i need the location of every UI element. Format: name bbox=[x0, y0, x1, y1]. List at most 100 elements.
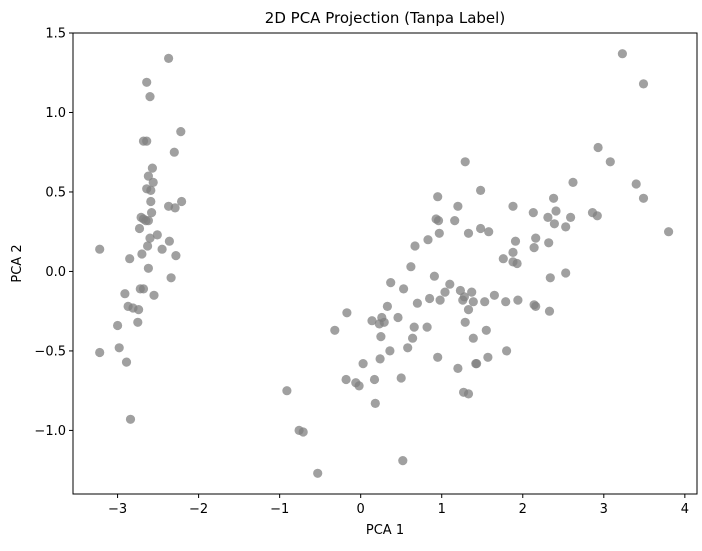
data-point bbox=[147, 208, 157, 218]
data-point bbox=[374, 319, 384, 329]
x-tick-label: −1 bbox=[270, 502, 289, 517]
data-point bbox=[422, 322, 432, 332]
data-point bbox=[529, 243, 539, 253]
data-point bbox=[176, 127, 186, 137]
data-point bbox=[510, 236, 521, 246]
data-point bbox=[399, 284, 409, 294]
data-point bbox=[531, 301, 541, 311]
data-point bbox=[145, 233, 155, 243]
data-point bbox=[463, 228, 474, 238]
y-tick-label: 0.0 bbox=[45, 265, 66, 280]
data-point bbox=[425, 293, 435, 304]
data-point bbox=[468, 333, 478, 343]
data-point bbox=[593, 142, 603, 153]
data-point bbox=[170, 203, 180, 213]
data-point bbox=[138, 284, 149, 294]
data-point bbox=[480, 297, 490, 307]
x-tick-label: −2 bbox=[189, 502, 208, 517]
data-point bbox=[409, 322, 419, 332]
data-point bbox=[498, 254, 508, 264]
data-point bbox=[408, 333, 418, 343]
data-point bbox=[386, 278, 396, 288]
data-point bbox=[472, 359, 482, 369]
data-point bbox=[412, 298, 422, 308]
data-point bbox=[631, 179, 641, 189]
data-point bbox=[114, 343, 124, 353]
data-point bbox=[382, 301, 392, 311]
data-point bbox=[433, 216, 444, 226]
data-point bbox=[341, 374, 351, 385]
data-point bbox=[385, 346, 395, 356]
data-point bbox=[330, 325, 340, 335]
data-point bbox=[592, 211, 602, 221]
x-tick-label: 4 bbox=[681, 502, 689, 517]
data-point bbox=[453, 363, 463, 373]
data-point bbox=[512, 258, 522, 269]
data-point bbox=[476, 223, 486, 234]
data-point bbox=[134, 305, 144, 315]
data-point bbox=[134, 223, 145, 234]
data-point bbox=[433, 192, 443, 202]
data-point bbox=[143, 171, 153, 181]
data-point bbox=[544, 238, 554, 248]
data-point bbox=[561, 268, 571, 278]
data-point bbox=[460, 317, 470, 327]
data-point bbox=[440, 287, 450, 297]
data-point bbox=[369, 374, 380, 385]
data-point bbox=[423, 235, 433, 245]
data-point bbox=[313, 468, 323, 478]
data-point bbox=[489, 290, 499, 300]
data-point bbox=[148, 177, 158, 187]
data-point bbox=[393, 312, 403, 323]
data-point bbox=[513, 295, 523, 305]
data-point bbox=[502, 346, 512, 356]
data-point bbox=[561, 222, 571, 232]
y-axis-ticks: 1.5 1.0 0.5 0.0 −0.5 −1.0 bbox=[34, 27, 73, 439]
data-point bbox=[157, 244, 167, 254]
data-point bbox=[544, 306, 555, 316]
data-point bbox=[152, 230, 162, 240]
data-point bbox=[95, 244, 105, 254]
data-point bbox=[460, 157, 470, 167]
data-point bbox=[434, 228, 444, 238]
data-point bbox=[664, 227, 674, 237]
data-point bbox=[617, 49, 628, 59]
data-point bbox=[166, 273, 176, 283]
data-point bbox=[435, 295, 445, 305]
data-point bbox=[146, 196, 156, 207]
y-tick-label: 0.5 bbox=[45, 185, 66, 200]
data-point bbox=[566, 212, 576, 222]
data-point bbox=[298, 427, 308, 437]
y-axis-label: PCA 2 bbox=[10, 244, 25, 282]
x-axis-label: PCA 1 bbox=[366, 523, 404, 538]
data-point bbox=[406, 262, 416, 272]
data-point bbox=[164, 53, 174, 64]
data-point bbox=[638, 79, 649, 89]
data-point bbox=[113, 320, 123, 331]
data-point bbox=[501, 297, 511, 307]
data-point bbox=[551, 206, 561, 216]
data-point bbox=[370, 398, 380, 408]
data-point bbox=[433, 352, 443, 362]
data-point bbox=[137, 249, 147, 259]
data-point bbox=[375, 354, 385, 364]
data-point bbox=[450, 216, 460, 226]
data-point bbox=[403, 343, 413, 353]
data-point bbox=[145, 92, 155, 102]
data-point bbox=[481, 325, 491, 335]
y-tick-label: −1.0 bbox=[34, 424, 66, 439]
data-point bbox=[142, 77, 152, 87]
data-point bbox=[543, 212, 553, 222]
y-tick-label: 1.0 bbox=[45, 106, 66, 121]
data-point bbox=[531, 233, 541, 243]
data-point bbox=[95, 347, 105, 358]
data-point bbox=[376, 332, 386, 342]
data-point bbox=[358, 359, 368, 369]
data-point bbox=[342, 308, 352, 318]
data-point bbox=[476, 185, 486, 195]
data-point bbox=[143, 263, 153, 273]
data-point bbox=[453, 201, 463, 211]
data-point bbox=[508, 201, 518, 211]
